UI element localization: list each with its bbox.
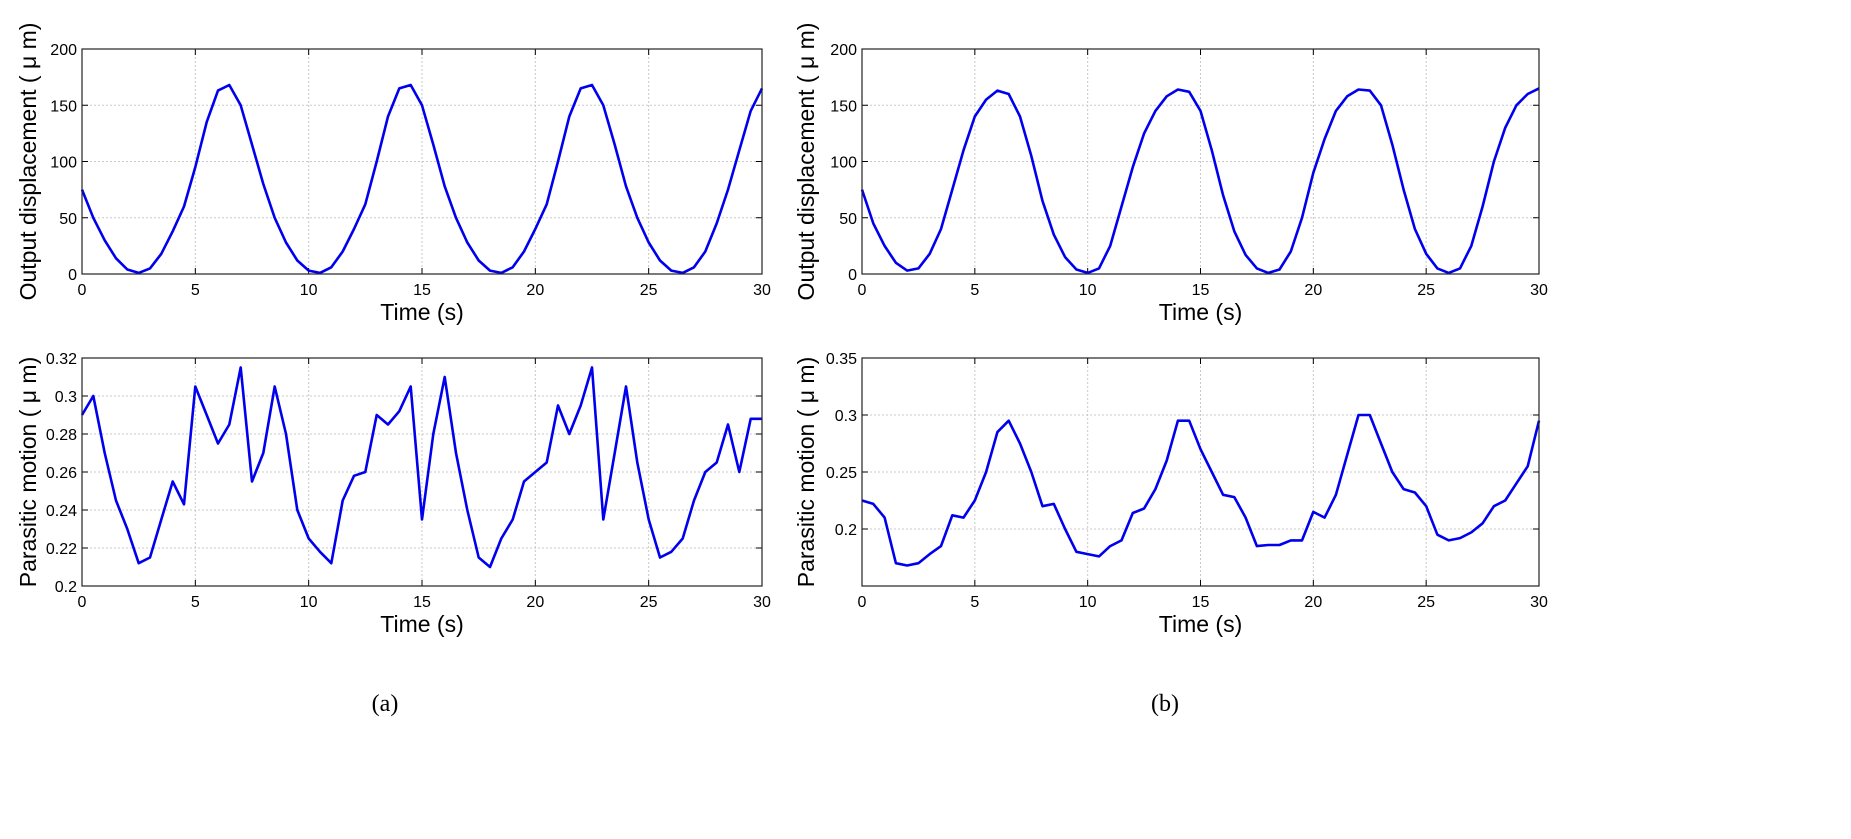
subplot-b-bottom: 0 5 10 15 20 25 30 0.2 0.25 0.3 0.35 Time (s) Parasi… xyxy=(793,351,1548,637)
series-line xyxy=(860,87,1540,275)
series-line xyxy=(80,83,764,275)
x-tick-label: 30 xyxy=(1530,282,1548,299)
subplot-b-top: 0 5 10 15 20 25 30 0 50 100 150 200 Time (s) Output d… xyxy=(793,23,1548,325)
y-tick-label: 100 xyxy=(830,155,857,172)
x-tick-label: 15 xyxy=(413,282,431,299)
y-tick-label: 0.35 xyxy=(826,351,857,368)
caption-a: (a) xyxy=(372,691,399,717)
x-tick-label: 30 xyxy=(753,594,771,611)
x-axis-label: Time (s) xyxy=(380,299,463,325)
y-tick-label: 0.28 xyxy=(46,427,77,444)
x-tick-label: 30 xyxy=(753,282,771,299)
y-tick-label: 200 xyxy=(50,42,77,59)
x-tick-label: 0 xyxy=(858,282,867,299)
x-tick-label: 15 xyxy=(1192,282,1210,299)
caption-b: (b) xyxy=(1151,691,1179,717)
y-tick-label: 200 xyxy=(830,42,857,59)
axes-frame xyxy=(81,48,763,275)
x-tick-label: 0 xyxy=(78,594,87,611)
y-axis-label: Parasitic motion ( μ m) xyxy=(15,357,41,588)
x-tick-label: 25 xyxy=(1417,282,1435,299)
x-tick-label: 25 xyxy=(640,282,658,299)
x-tick-label: 15 xyxy=(1192,594,1210,611)
y-tick-label: 50 xyxy=(59,211,77,228)
y-tick-label: 50 xyxy=(839,211,857,228)
x-axis-label: Time (s) xyxy=(380,611,463,637)
subplot-a-top: 0 5 10 15 20 25 30 0 50 100 150 200 Time (s) Output d… xyxy=(15,23,771,325)
y-tick-label: 0.3 xyxy=(55,389,77,406)
y-tick-label: 0.2 xyxy=(835,522,857,539)
y-tick-label: 0 xyxy=(68,267,77,284)
y-tick-label: 0.26 xyxy=(46,465,77,482)
y-tick-label: 0 xyxy=(848,267,857,284)
x-tick-label: 10 xyxy=(300,594,318,611)
x-tick-label: 20 xyxy=(526,282,544,299)
x-axis-label: Time (s) xyxy=(1159,299,1242,325)
y-tick-label: 100 xyxy=(50,155,77,172)
x-tick-label: 0 xyxy=(858,594,867,611)
x-tick-label: 5 xyxy=(191,594,200,611)
x-tick-label: 20 xyxy=(1304,282,1322,299)
x-tick-label: 30 xyxy=(1530,594,1548,611)
y-tick-label: 0.24 xyxy=(46,503,77,520)
series-line xyxy=(861,413,1541,567)
y-tick-label: 0.2 xyxy=(55,579,77,596)
y-tick-label: 0.25 xyxy=(826,465,857,482)
axes-frame xyxy=(81,357,763,587)
x-tick-label: 10 xyxy=(1079,282,1097,299)
y-axis-label: Output displacement ( μ m) xyxy=(15,23,41,301)
series-line xyxy=(80,366,762,569)
x-tick-label: 5 xyxy=(970,594,979,611)
x-tick-label: 20 xyxy=(526,594,544,611)
x-tick-label: 5 xyxy=(970,282,979,299)
x-tick-label: 25 xyxy=(1417,594,1435,611)
x-tick-label: 0 xyxy=(78,282,87,299)
y-axis-label: Parasitic motion ( μ m) xyxy=(793,357,819,588)
y-axis-label: Output displacement ( μ m) xyxy=(793,23,819,301)
y-tick-label: 150 xyxy=(50,98,77,115)
x-axis-label: Time (s) xyxy=(1159,611,1242,637)
x-tick-label: 10 xyxy=(300,282,318,299)
y-tick-label: 0.32 xyxy=(46,351,77,368)
x-tick-label: 10 xyxy=(1079,594,1097,611)
y-tick-label: 0.3 xyxy=(835,408,857,425)
x-tick-label: 15 xyxy=(413,594,431,611)
subplot-a-bottom: 0 5 10 15 20 25 30 0.2 0.22 0.24 0.26 0.28 0.3 0.32 Ti… xyxy=(15,351,771,637)
y-tick-label: 0.22 xyxy=(46,541,77,558)
x-tick-label: 25 xyxy=(640,594,658,611)
axes-frame xyxy=(861,48,1540,275)
x-tick-label: 5 xyxy=(191,282,200,299)
x-tick-label: 20 xyxy=(1304,594,1322,611)
y-tick-label: 150 xyxy=(830,98,857,115)
axes-frame xyxy=(861,357,1540,587)
